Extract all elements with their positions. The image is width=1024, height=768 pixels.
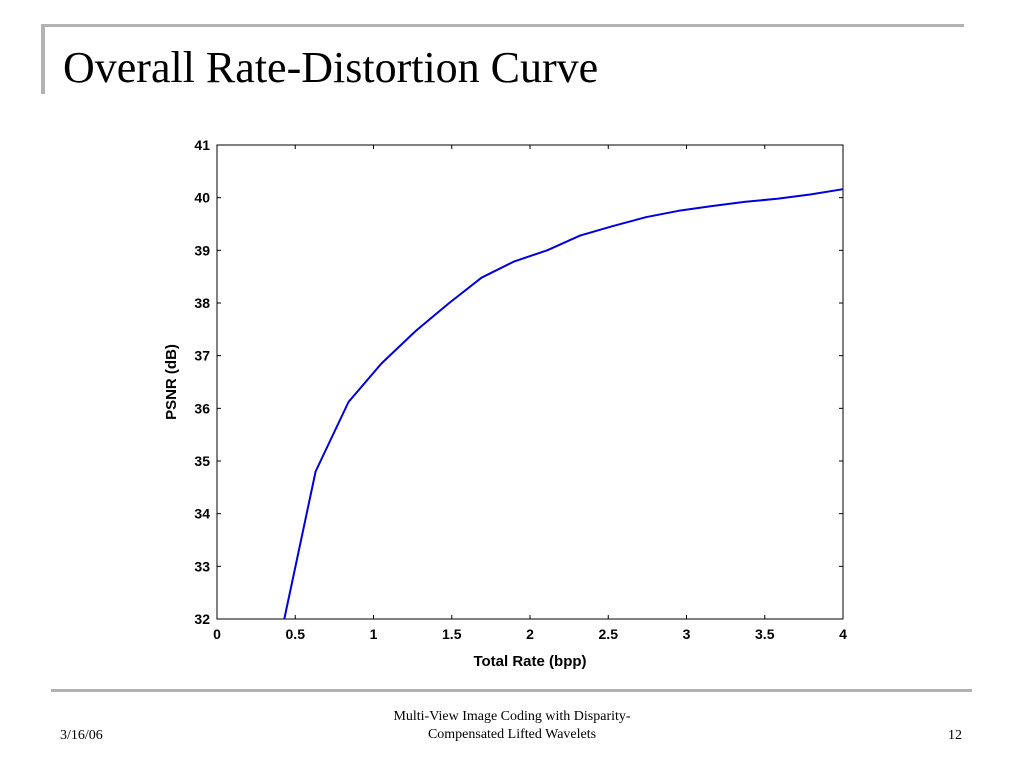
y-tick-label: 40 <box>194 190 210 206</box>
y-tick-label: 36 <box>194 400 210 416</box>
footer-date: 3/16/06 <box>60 728 103 743</box>
slide-frame-top <box>43 24 964 27</box>
rate-distortion-chart: 0 0.5 1 1.5 2 2.5 3 3.5 4 32 33 34 35 36 37 38 39 40 41 To… <box>163 137 847 670</box>
x-tick-label: 2 <box>526 626 534 642</box>
x-tick-label: 4 <box>839 626 847 642</box>
footer-caption-line-2: Compensated Lifted Wavelets <box>427 727 597 743</box>
y-tick-label: 37 <box>194 348 210 364</box>
x-tick-label: 2.5 <box>599 626 619 642</box>
footer-caption: Multi-View Image Coding with Disparity- … <box>362 708 662 744</box>
slide-title: Overall Rate-Distortion Curve <box>63 43 599 92</box>
x-tick-label: 3 <box>683 626 691 642</box>
y-axis-label: PSNR (dB) <box>163 344 180 420</box>
y-tick-label: 38 <box>194 295 210 311</box>
y-tick-label: 39 <box>194 242 210 258</box>
y-tick-label: 33 <box>194 558 210 574</box>
x-tick-label: 1 <box>370 626 378 642</box>
x-tick-label: 3.5 <box>755 626 775 642</box>
footer-page-number: 12 <box>948 728 962 743</box>
x-tick-label: 1.5 <box>442 626 462 642</box>
chart-area: 0 0.5 1 1.5 2 2.5 3 3.5 4 32 33 34 35 36 37 38 39 40 41 To… <box>163 137 847 670</box>
y-tick-label: 35 <box>194 453 210 469</box>
y-tick-label: 41 <box>194 137 210 153</box>
footer-rule <box>51 689 972 692</box>
slide-frame-left <box>41 24 45 94</box>
x-tick-label: 0.5 <box>286 626 306 642</box>
series-line <box>283 188 844 620</box>
y-tick-label: 32 <box>194 611 210 627</box>
y-tick-label: 34 <box>194 506 210 522</box>
plot-frame <box>216 144 844 620</box>
x-axis-label: Total Rate (bpp) <box>473 653 586 670</box>
footer-caption-line-1: Multi-View Image Coding with Disparity- <box>393 709 631 724</box>
x-tick-label: 0 <box>213 626 221 642</box>
